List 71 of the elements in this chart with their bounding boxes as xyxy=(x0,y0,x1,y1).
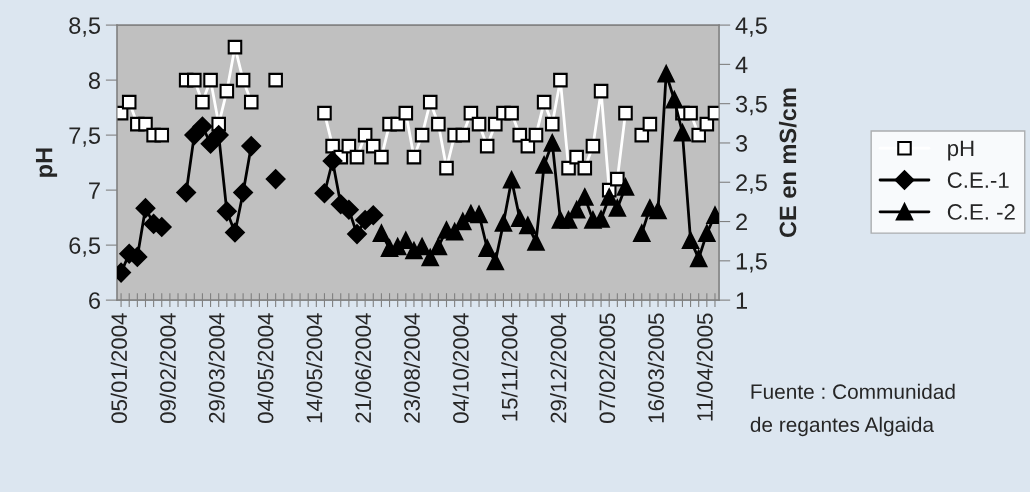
legend-label: C.E. -2 xyxy=(947,204,1015,220)
point xyxy=(527,233,545,251)
point xyxy=(192,116,213,137)
x-tick-label: 29/03/2004 xyxy=(208,313,225,423)
point xyxy=(347,224,367,244)
legend-label: pH xyxy=(948,140,974,161)
point xyxy=(478,239,496,257)
point xyxy=(486,252,504,271)
point xyxy=(673,124,692,142)
point xyxy=(225,222,245,243)
x-tick-label: 05/01/2004 xyxy=(110,313,128,423)
point xyxy=(608,199,627,217)
point xyxy=(135,198,156,219)
y-tick-label: 6 xyxy=(89,292,100,309)
point xyxy=(314,183,335,204)
y-tick-label: 6,5 xyxy=(69,237,101,257)
x-tick-label: 11/04/2005 xyxy=(696,313,713,421)
x-tick-label: 04/05/2004 xyxy=(257,313,274,423)
x-tick-label: 09/02/2004 xyxy=(159,313,176,423)
point xyxy=(535,156,553,174)
point xyxy=(576,188,594,206)
x-tick-label: 15/11/2004 xyxy=(501,313,518,421)
y-axis-title: pH xyxy=(35,148,58,177)
point xyxy=(559,211,578,229)
x-tick-label: 04/10/2004 xyxy=(452,313,469,423)
point xyxy=(363,205,384,226)
source-note: Fuente : Communidad de regantes Algaida xyxy=(750,383,955,437)
point xyxy=(241,136,262,156)
point xyxy=(494,214,513,232)
point xyxy=(698,224,716,243)
point xyxy=(372,224,391,243)
point xyxy=(322,151,343,171)
x-tick-label: 21/06/2004 xyxy=(354,313,372,423)
point xyxy=(208,125,229,145)
point xyxy=(176,182,197,203)
point xyxy=(690,249,708,268)
point xyxy=(216,201,237,222)
point xyxy=(681,231,700,250)
y2-tick-label: 3,5 xyxy=(735,95,767,116)
y2-tick-label: 2,5 xyxy=(736,174,767,194)
x-tick-label: 16/03/2005 xyxy=(647,313,664,423)
legend-label: C.E.-1 xyxy=(947,172,1009,189)
y2-tick-label: 2 xyxy=(736,213,747,231)
y2-tick-label: 4 xyxy=(735,56,748,73)
point xyxy=(657,65,675,83)
y2-tick-label: 4,5 xyxy=(735,17,767,37)
point xyxy=(616,178,635,196)
y-tick-label: 8 xyxy=(88,72,101,89)
point xyxy=(265,169,286,189)
x-tick-label: 14/05/2004 xyxy=(305,313,323,423)
point xyxy=(665,91,683,109)
point xyxy=(470,205,488,224)
point xyxy=(429,238,448,256)
x-tick-label: 23/08/2004 xyxy=(403,313,420,423)
y-tick-label: 8,5 xyxy=(69,17,101,37)
point xyxy=(421,249,439,267)
x-tick-label: 29/12/2004 xyxy=(550,313,567,423)
y2-tick-label: 1,5 xyxy=(736,253,767,273)
point xyxy=(233,182,253,203)
point xyxy=(600,188,618,206)
point xyxy=(543,134,561,152)
point xyxy=(502,171,521,189)
y2-tick-label: 3 xyxy=(735,135,748,152)
y2-tick-label: 1 xyxy=(736,292,747,309)
point xyxy=(633,224,651,243)
y-tick-label: 7,5 xyxy=(69,127,101,147)
y-tick-label: 7 xyxy=(89,182,100,199)
point xyxy=(519,216,537,235)
point xyxy=(649,201,667,220)
x-tick-label: 07/02/2005 xyxy=(598,313,616,423)
y2-axis-title: CE en mS/cm xyxy=(778,88,797,238)
